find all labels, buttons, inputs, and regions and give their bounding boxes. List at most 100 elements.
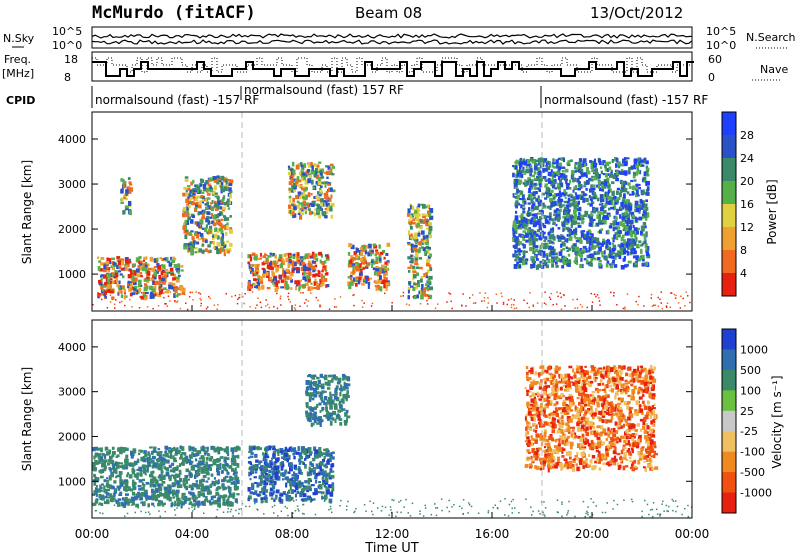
echo-cell — [283, 253, 287, 258]
echo-cell — [567, 197, 571, 203]
echo-cell — [650, 293, 653, 296]
echo-cell — [546, 166, 551, 171]
echo-cell — [235, 462, 238, 466]
echo-cell — [581, 249, 586, 254]
echo-cell — [631, 211, 635, 215]
echo-cell — [173, 288, 177, 291]
echo-cell — [324, 260, 327, 264]
echo-cell — [414, 211, 419, 217]
echo-cell — [209, 216, 213, 219]
echo-cell — [421, 213, 426, 216]
echo-cell — [234, 483, 237, 486]
echo-cell — [102, 285, 107, 288]
echo-cell — [292, 267, 296, 271]
echo-cell — [272, 456, 276, 459]
echo-cell — [299, 256, 304, 260]
echo-cell — [230, 481, 235, 485]
echo-cell — [502, 301, 505, 304]
echo-cell — [111, 280, 115, 285]
echo-cell — [205, 207, 209, 210]
echo-cell — [423, 251, 428, 254]
echo-cell — [113, 480, 117, 484]
echo-cell — [323, 484, 326, 487]
echo-cell — [177, 503, 180, 507]
echo-cell — [612, 190, 615, 196]
echo-cell — [113, 303, 116, 306]
echo-cell — [573, 243, 577, 247]
echo-cell — [428, 221, 432, 225]
echo-cell — [292, 213, 295, 219]
echo-cell — [112, 451, 116, 455]
echo-cell — [619, 180, 623, 184]
echo-cell — [565, 226, 570, 230]
echo-cell — [112, 257, 116, 260]
echo-cell — [199, 297, 201, 300]
echo-cell — [180, 265, 184, 268]
echo-cell — [167, 489, 172, 495]
echo-cell — [586, 167, 589, 172]
echo-cell — [642, 158, 647, 164]
echo-cell — [572, 298, 574, 301]
echo-cell — [563, 207, 568, 211]
echo-cell — [598, 203, 602, 206]
echo-cell — [312, 492, 316, 496]
echo-cell — [570, 159, 573, 163]
echo-cell — [528, 188, 532, 193]
echo-cell — [116, 264, 119, 270]
echo-cell — [262, 452, 265, 456]
echo-cell — [121, 275, 125, 279]
echo-cell — [310, 282, 313, 285]
echo-cell — [325, 190, 329, 196]
echo-cell — [310, 255, 313, 258]
echo-cell — [226, 198, 230, 203]
echo-cell — [99, 496, 104, 499]
echo-cell — [119, 479, 122, 484]
echo-cell — [573, 220, 578, 225]
echo-cell — [328, 397, 331, 402]
echo-cell — [522, 204, 526, 207]
echo-cell — [202, 243, 205, 247]
echo-cell — [187, 497, 192, 501]
echo-cell — [133, 281, 137, 286]
echo-cell — [302, 284, 306, 287]
echo-cell — [196, 500, 201, 505]
echo-cell — [289, 482, 292, 486]
echo-cell — [145, 481, 150, 485]
echo-cell — [132, 463, 135, 468]
echo-cell — [570, 230, 574, 236]
echo-cell — [320, 468, 324, 472]
echo-cell — [423, 220, 426, 223]
echo-cell — [182, 480, 185, 485]
echo-cell — [642, 240, 646, 245]
echo-cell — [116, 256, 121, 260]
echo-cell — [93, 469, 97, 472]
echo-cell — [121, 464, 125, 469]
echo-cell — [324, 485, 328, 488]
echo-cell — [604, 181, 607, 186]
echo-cell — [323, 200, 327, 203]
echo-cell — [132, 276, 135, 281]
echo-cell — [407, 295, 411, 300]
echo-cell — [340, 408, 343, 412]
echo-cell — [583, 193, 588, 196]
echo-cell — [628, 242, 632, 248]
echo-cell — [589, 198, 593, 201]
echo-cell — [287, 494, 290, 500]
echo-cell — [212, 460, 217, 466]
echo-cell — [646, 167, 650, 171]
echo-cell — [273, 463, 277, 468]
echo-cell — [375, 287, 378, 291]
echo-cell — [199, 233, 204, 237]
echo-cell — [551, 177, 554, 181]
echo-cell — [111, 486, 116, 490]
echo-cell — [519, 171, 523, 177]
echo-cell — [152, 483, 157, 488]
echo-cell — [163, 287, 167, 291]
cpid-segment-1: normalsound (fast) -157 RF — [95, 93, 259, 107]
echo-cell — [540, 173, 543, 178]
echo-cell — [531, 204, 534, 209]
echo-cell — [584, 197, 589, 202]
echo-cell — [414, 210, 418, 214]
